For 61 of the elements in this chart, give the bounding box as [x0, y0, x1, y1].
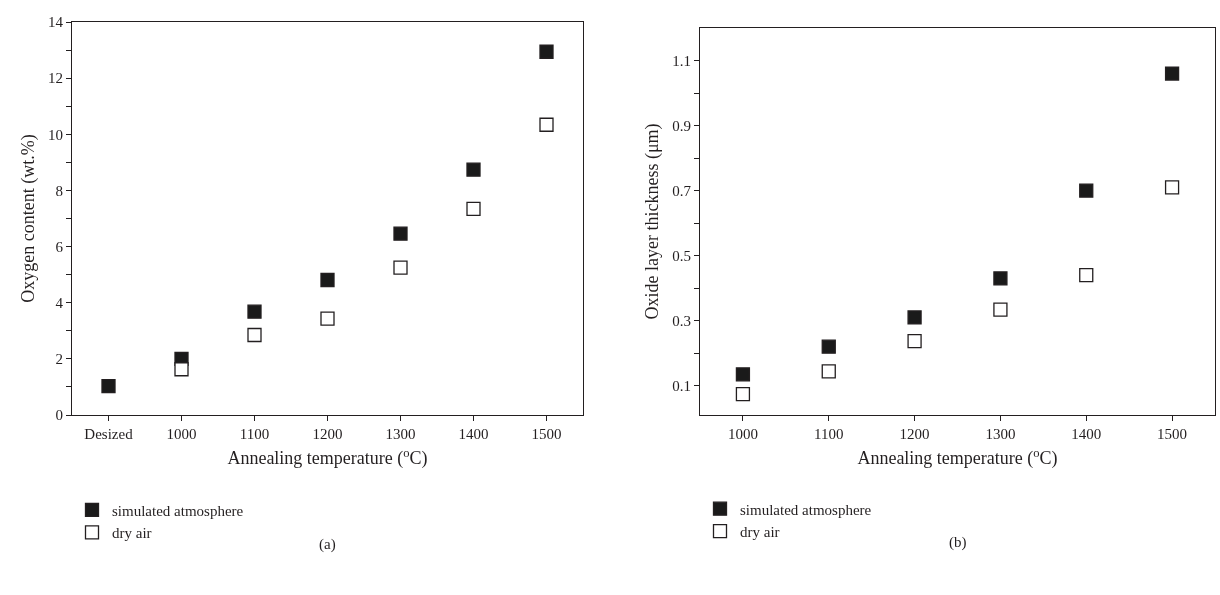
- x-axis-title: Annealing temperature ($^{o}$C): [227, 445, 428, 470]
- point: [735, 367, 751, 382]
- x-tick-label: 1500: [1157, 426, 1188, 442]
- point: [1079, 268, 1094, 283]
- x-tick-label: 1300: [385, 426, 416, 442]
- point: [993, 302, 1008, 317]
- x-tick-label: 1100: [239, 426, 270, 442]
- x-tick-label: 1400: [1071, 426, 1102, 442]
- y-tick-label: 1.1: [672, 52, 691, 69]
- y-tick-label: 6: [55, 238, 64, 255]
- x-tick-label: 1000: [727, 426, 758, 442]
- y-tick-label: 0.7: [672, 182, 692, 199]
- x-tick-label: 1200: [899, 426, 930, 442]
- point: [907, 310, 922, 325]
- x-tick-label: 1000: [166, 426, 197, 442]
- point: [101, 378, 116, 394]
- text: (b): [949, 534, 967, 551]
- x-tick-label: Desized: [84, 426, 134, 442]
- y-tick-label: 0.5: [672, 247, 691, 264]
- x-tick-label: 1200: [312, 426, 343, 442]
- point: [539, 117, 554, 132]
- point: [821, 364, 836, 379]
- point: [466, 201, 481, 217]
- y-tick-label: 0.3: [672, 312, 691, 329]
- x-tick-label: 1100: [814, 426, 844, 442]
- point: [1079, 183, 1094, 198]
- x-tick-label: 1500: [531, 426, 562, 442]
- point: [539, 44, 554, 59]
- point: [993, 271, 1008, 286]
- point: [735, 387, 751, 402]
- x-tick-label: 1400: [458, 426, 489, 442]
- y-tick-label: 8: [55, 182, 63, 199]
- y-tick-label: 0: [55, 407, 63, 424]
- point: [393, 260, 408, 275]
- x-axis-title: Annealing temperature ($^{o}$C): [857, 445, 1058, 470]
- y-tick-label: 0.9: [672, 117, 691, 134]
- x-tick-label: 1300: [985, 426, 1016, 442]
- legend-label: dry air: [740, 524, 780, 540]
- point: [821, 339, 836, 354]
- point: [1164, 66, 1180, 81]
- y-tick-label: 0.1: [672, 377, 691, 394]
- point: [320, 311, 335, 326]
- point: [174, 362, 189, 377]
- point: [466, 162, 481, 177]
- y-tick-label: 12: [48, 70, 63, 87]
- y-tick-label: 2: [55, 351, 63, 368]
- point: [393, 226, 408, 241]
- legend-label: simulated atmosphere: [112, 502, 244, 519]
- legend-label: simulated atmosphere: [740, 501, 872, 518]
- point: [247, 327, 262, 343]
- y-tick-label: 4: [55, 294, 64, 311]
- text: (a): [319, 536, 336, 553]
- point: [907, 334, 922, 349]
- point: [320, 272, 335, 288]
- y-tick-label: 10: [48, 126, 63, 143]
- y-tick-label: 14: [48, 14, 64, 31]
- point: [247, 304, 262, 319]
- y-axis-title: Oxygen content (wt.%): [18, 134, 40, 303]
- point: [1164, 180, 1180, 195]
- y-axis-title: Oxide layer thickness (μm): [642, 123, 664, 320]
- legend-label: dry air: [112, 525, 152, 542]
